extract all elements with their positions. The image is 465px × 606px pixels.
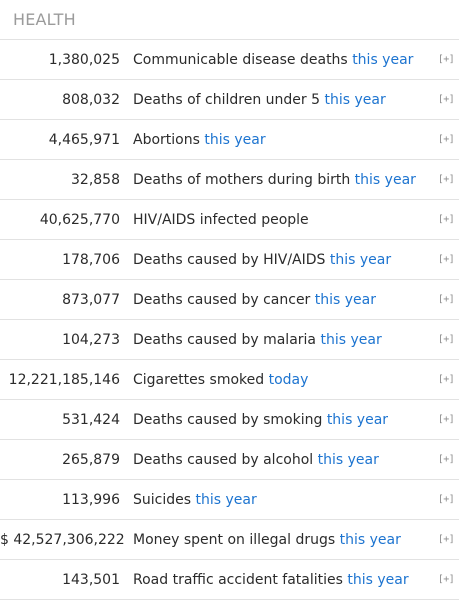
stat-value: 808,032 — [62, 91, 120, 108]
stat-value: $ 42,527,306,222 — [0, 531, 125, 548]
stat-value: 143,501 — [62, 571, 120, 588]
stat-label-text: Deaths caused by HIV/AIDS — [133, 251, 326, 268]
expand-button[interactable]: [+] — [437, 374, 455, 385]
period-link[interactable]: this year — [195, 491, 257, 508]
section-title: HEALTH — [0, 0, 459, 40]
stat-value: 32,858 — [71, 171, 120, 188]
period-link[interactable]: this year — [324, 91, 386, 108]
stat-row-alcohol-deaths: 265,879 Deaths caused by alcohol this ye… — [0, 440, 459, 480]
stat-label-text: Deaths caused by malaria — [133, 331, 317, 348]
stat-value: 113,996 — [62, 491, 120, 508]
expand-button[interactable]: [+] — [437, 94, 455, 105]
stat-row-communicable-disease-deaths: 1,380,025 Communicable disease deaths th… — [0, 40, 459, 80]
stat-row-maternal-deaths: 32,858 Deaths of mothers during birth th… — [0, 160, 459, 200]
expand-button[interactable]: [+] — [437, 454, 455, 465]
stat-row-hiv-infected: 40,625,770 HIV/AIDS infected people [+] — [0, 200, 459, 240]
expand-button[interactable]: [+] — [437, 54, 455, 65]
expand-button[interactable]: [+] — [437, 254, 455, 265]
period-link[interactable]: this year — [204, 131, 266, 148]
stat-label: Cigarettes smoked today — [133, 372, 433, 388]
period-link[interactable]: this year — [354, 171, 416, 188]
stat-row-child-deaths: 808,032 Deaths of children under 5 this … — [0, 80, 459, 120]
stat-row-abortions: 4,465,971 Abortions this year [+] — [0, 120, 459, 160]
stat-label-text: Road traffic accident fatalities — [133, 571, 343, 588]
stat-label-text: Suicides — [133, 491, 192, 508]
expand-button[interactable]: [+] — [437, 134, 455, 145]
period-link[interactable]: this year — [314, 291, 376, 308]
stat-label: Deaths of mothers during birth this year — [133, 172, 433, 188]
period-link[interactable]: this year — [317, 451, 379, 468]
expand-button[interactable]: [+] — [437, 294, 455, 305]
expand-button[interactable]: [+] — [437, 534, 455, 545]
stat-label: Deaths caused by malaria this year — [133, 332, 433, 348]
stat-value: 4,465,971 — [48, 131, 120, 148]
stat-value: 873,077 — [62, 291, 120, 308]
period-link[interactable]: this year — [320, 331, 382, 348]
stat-row-road-traffic-fatalities: 143,501 Road traffic accident fatalities… — [0, 560, 459, 600]
stat-label: Suicides this year — [133, 492, 433, 508]
stat-value: 40,625,770 — [39, 211, 120, 228]
period-link[interactable]: this year — [339, 531, 401, 548]
stat-value: 265,879 — [62, 451, 120, 468]
stat-label: Deaths caused by HIV/AIDS this year — [133, 252, 433, 268]
stat-label: Communicable disease deaths this year — [133, 52, 433, 68]
stat-value: 178,706 — [62, 251, 120, 268]
stat-label: Abortions this year — [133, 132, 433, 148]
period-link[interactable]: this year — [347, 571, 409, 588]
period-link[interactable]: this year — [329, 251, 392, 268]
stat-row-hiv-deaths: 178,706 Deaths caused by HIV/AIDS this y… — [0, 240, 459, 280]
expand-button[interactable]: [+] — [437, 214, 455, 225]
stat-label: Money spent on illegal drugs this year — [133, 532, 433, 548]
stat-label: Deaths caused by cancer this year — [133, 292, 433, 308]
stat-label: Road traffic accident fatalities this ye… — [133, 572, 433, 588]
stat-label-text: Deaths caused by cancer — [133, 291, 311, 308]
expand-button[interactable]: [+] — [437, 334, 455, 345]
period-link[interactable]: this year — [352, 51, 414, 68]
stat-label: HIV/AIDS infected people — [133, 212, 433, 228]
stat-row-malaria-deaths: 104,273 Deaths caused by malaria this ye… — [0, 320, 459, 360]
stat-label: Deaths caused by smoking this year — [133, 412, 433, 428]
period-link[interactable]: today — [268, 371, 309, 388]
stat-value: 1,380,025 — [48, 51, 120, 68]
expand-button[interactable]: [+] — [437, 494, 455, 505]
expand-button[interactable]: [+] — [437, 414, 455, 425]
expand-button[interactable]: [+] — [437, 174, 455, 185]
stat-label: Deaths caused by alcohol this year — [133, 452, 433, 468]
stat-row-smoking-deaths: 531,424 Deaths caused by smoking this ye… — [0, 400, 459, 440]
expand-button[interactable]: [+] — [437, 574, 455, 585]
stat-label-text: Communicable disease deaths — [133, 51, 348, 68]
stat-label-text: Money spent on illegal drugs — [133, 531, 336, 548]
stat-row-cancer-deaths: 873,077 Deaths caused by cancer this yea… — [0, 280, 459, 320]
stat-label-text: Deaths caused by smoking — [133, 411, 323, 428]
stat-row-suicides: 113,996 Suicides this year [+] — [0, 480, 459, 520]
stat-row-illegal-drugs-spending: $ 42,527,306,222 Money spent on illegal … — [0, 520, 459, 560]
stat-label-text: Deaths caused by alcohol — [133, 451, 314, 468]
period-link[interactable]: this year — [326, 411, 389, 428]
stat-value: 531,424 — [62, 411, 120, 428]
stat-label-text: Abortions — [133, 131, 200, 148]
stat-label-text: Cigarettes smoked — [133, 371, 265, 388]
stat-value: 104,273 — [62, 331, 120, 348]
stat-label: Deaths of children under 5 this year — [133, 92, 433, 108]
stat-row-cigarettes-smoked: 12,221,185,146 Cigarettes smoked today [… — [0, 360, 459, 400]
stat-label-text: HIV/AIDS infected people — [133, 211, 309, 228]
stat-label-text: Deaths of children under 5 — [133, 91, 321, 108]
stat-label-text: Deaths of mothers during birth — [133, 171, 351, 188]
stat-value: 12,221,185,146 — [8, 371, 120, 388]
